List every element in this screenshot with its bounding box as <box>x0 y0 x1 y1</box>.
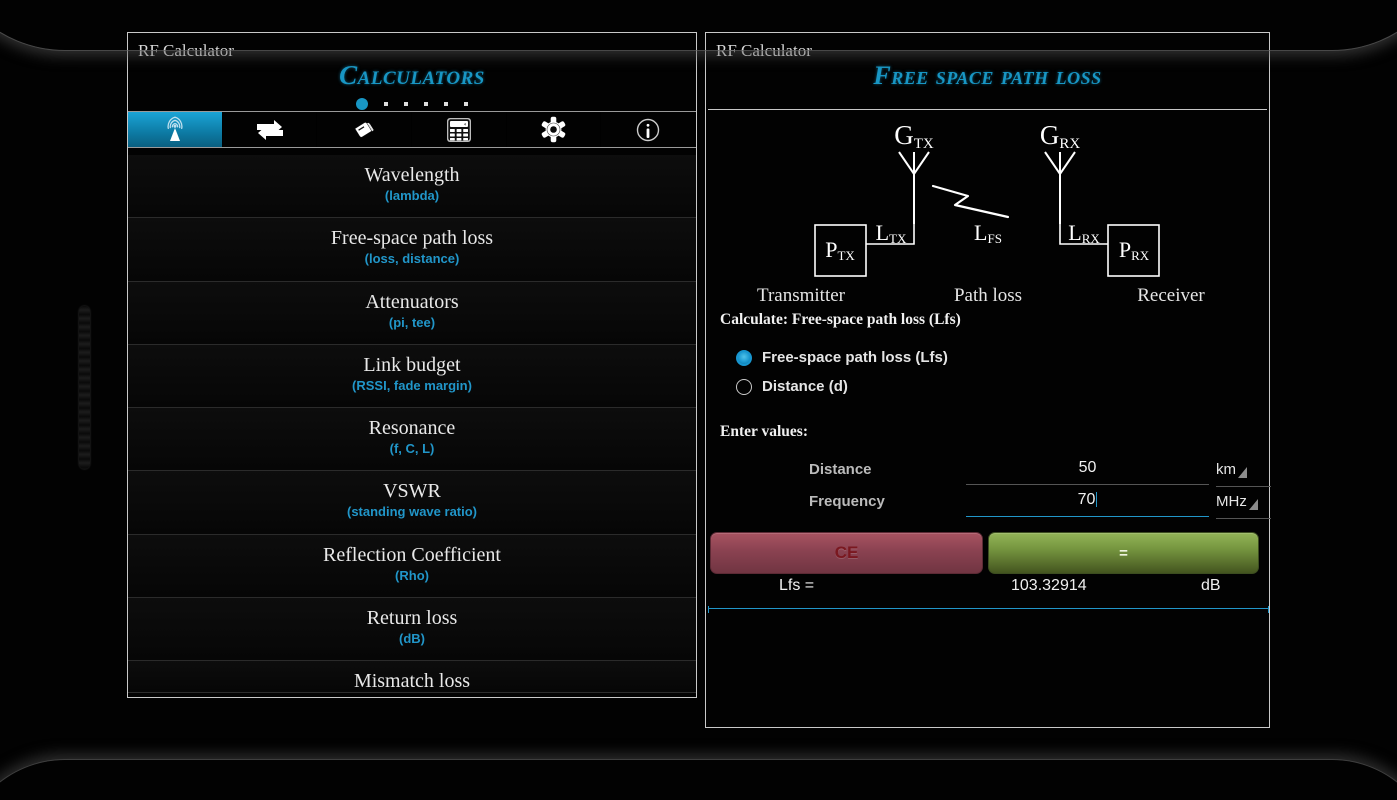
svg-text:Path loss: Path loss <box>954 285 1022 306</box>
svg-text:PRX: PRX <box>1119 237 1150 263</box>
svg-text:LFS: LFS <box>974 220 1002 246</box>
svg-text:GRX: GRX <box>1040 120 1081 152</box>
svg-text:GTX: GTX <box>894 120 934 152</box>
svg-text:LTX: LTX <box>876 220 907 246</box>
svg-text:LRX: LRX <box>1068 220 1100 246</box>
svg-text:Receiver: Receiver <box>1137 285 1205 306</box>
svg-text:Transmitter: Transmitter <box>757 285 846 306</box>
svg-text:PTX: PTX <box>825 237 855 263</box>
